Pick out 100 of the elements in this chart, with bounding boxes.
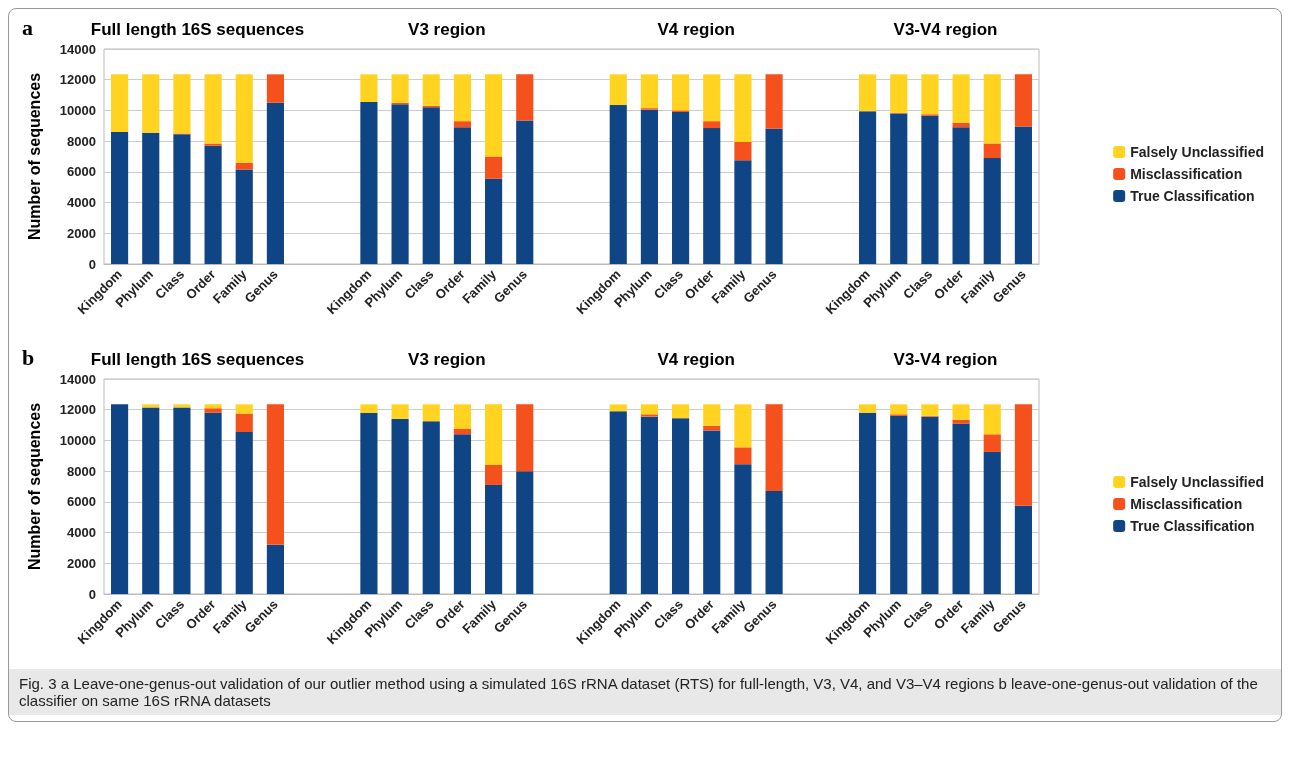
bar xyxy=(235,404,253,414)
bar xyxy=(485,74,503,157)
bar xyxy=(609,105,627,264)
bar xyxy=(453,74,471,122)
text: V3 region xyxy=(408,350,486,369)
bar xyxy=(734,464,752,594)
bar xyxy=(983,451,1001,594)
text: Full length 16S sequences xyxy=(90,350,305,369)
bar xyxy=(765,491,783,594)
bar xyxy=(703,430,721,594)
bar xyxy=(516,120,534,264)
bar xyxy=(360,412,378,594)
y-tick-label: 4000 xyxy=(67,195,96,211)
bar xyxy=(765,404,783,492)
bar xyxy=(1014,505,1032,594)
bar xyxy=(859,111,877,264)
bar xyxy=(640,74,658,109)
bar xyxy=(391,404,409,419)
y-tick-label: 0 xyxy=(88,256,96,272)
bar xyxy=(485,404,503,465)
bar xyxy=(111,74,129,132)
text: V4 region xyxy=(657,20,735,39)
bar xyxy=(640,404,658,415)
bar xyxy=(204,74,222,144)
bar xyxy=(266,404,284,545)
bar xyxy=(516,471,534,594)
text: V3-V4 region xyxy=(893,350,998,369)
bar xyxy=(609,411,627,594)
bar xyxy=(859,412,877,594)
bar xyxy=(983,404,1001,435)
bar xyxy=(173,134,191,264)
bar xyxy=(453,127,471,264)
bar xyxy=(983,74,1001,144)
legend-label: Misclassification xyxy=(1130,166,1243,182)
y-tick-label: 2000 xyxy=(67,555,96,571)
bar xyxy=(391,418,409,594)
y-tick-label: 2000 xyxy=(67,225,96,241)
bar xyxy=(921,416,939,594)
bar xyxy=(111,404,129,594)
bar xyxy=(640,414,658,417)
bar xyxy=(360,101,378,264)
legend-label: True Classification xyxy=(1130,518,1255,534)
bar xyxy=(422,74,440,106)
bar xyxy=(921,404,939,416)
text: V4 region xyxy=(657,350,735,369)
bar xyxy=(921,115,939,264)
bar xyxy=(453,404,471,429)
bar xyxy=(734,404,752,448)
bar xyxy=(516,404,534,472)
bar xyxy=(266,74,284,103)
bar xyxy=(142,132,160,264)
y-axis-title: Number of sequences xyxy=(25,402,43,571)
bar xyxy=(360,404,378,413)
bar xyxy=(672,111,690,264)
bar xyxy=(672,404,690,419)
bar xyxy=(235,74,253,163)
bar xyxy=(859,74,877,112)
bar xyxy=(391,104,409,264)
bar xyxy=(765,128,783,264)
bar xyxy=(890,113,908,264)
bar xyxy=(703,404,721,426)
bar xyxy=(640,109,658,264)
bar xyxy=(485,484,503,594)
chart-title: b xyxy=(22,344,35,370)
chart-title: a xyxy=(22,14,33,40)
bar xyxy=(266,102,284,264)
bar xyxy=(952,419,970,424)
bar xyxy=(204,404,222,409)
bar xyxy=(1014,404,1032,506)
bar xyxy=(1014,126,1032,264)
y-tick-label: 8000 xyxy=(67,133,96,149)
bar xyxy=(235,169,253,264)
y-tick-label: 4000 xyxy=(67,525,96,541)
y-tick-label: 6000 xyxy=(67,494,96,510)
text: Full length 16S sequences xyxy=(90,20,305,39)
y-tick-label: 6000 xyxy=(67,164,96,180)
bar xyxy=(890,415,908,594)
y-tick-label: 12000 xyxy=(59,72,96,88)
bar xyxy=(391,74,409,103)
bar xyxy=(142,404,160,408)
bar xyxy=(235,162,253,170)
y-tick-label: 14000 xyxy=(59,41,96,57)
bar xyxy=(142,74,160,133)
bar xyxy=(952,127,970,264)
y-tick-label: 10000 xyxy=(59,432,96,448)
bar xyxy=(703,128,721,264)
text: V3-V4 region xyxy=(893,20,998,39)
bar xyxy=(672,418,690,594)
bar xyxy=(1014,74,1032,127)
bar xyxy=(703,74,721,122)
bar xyxy=(204,412,222,594)
text: V3 region xyxy=(408,20,486,39)
bar xyxy=(609,404,627,412)
y-tick-label: 10000 xyxy=(59,102,96,118)
bar xyxy=(422,404,440,422)
y-tick-label: 14000 xyxy=(59,371,96,387)
bar xyxy=(983,143,1001,159)
bar xyxy=(204,145,222,264)
bar xyxy=(485,156,503,179)
bar xyxy=(422,107,440,264)
